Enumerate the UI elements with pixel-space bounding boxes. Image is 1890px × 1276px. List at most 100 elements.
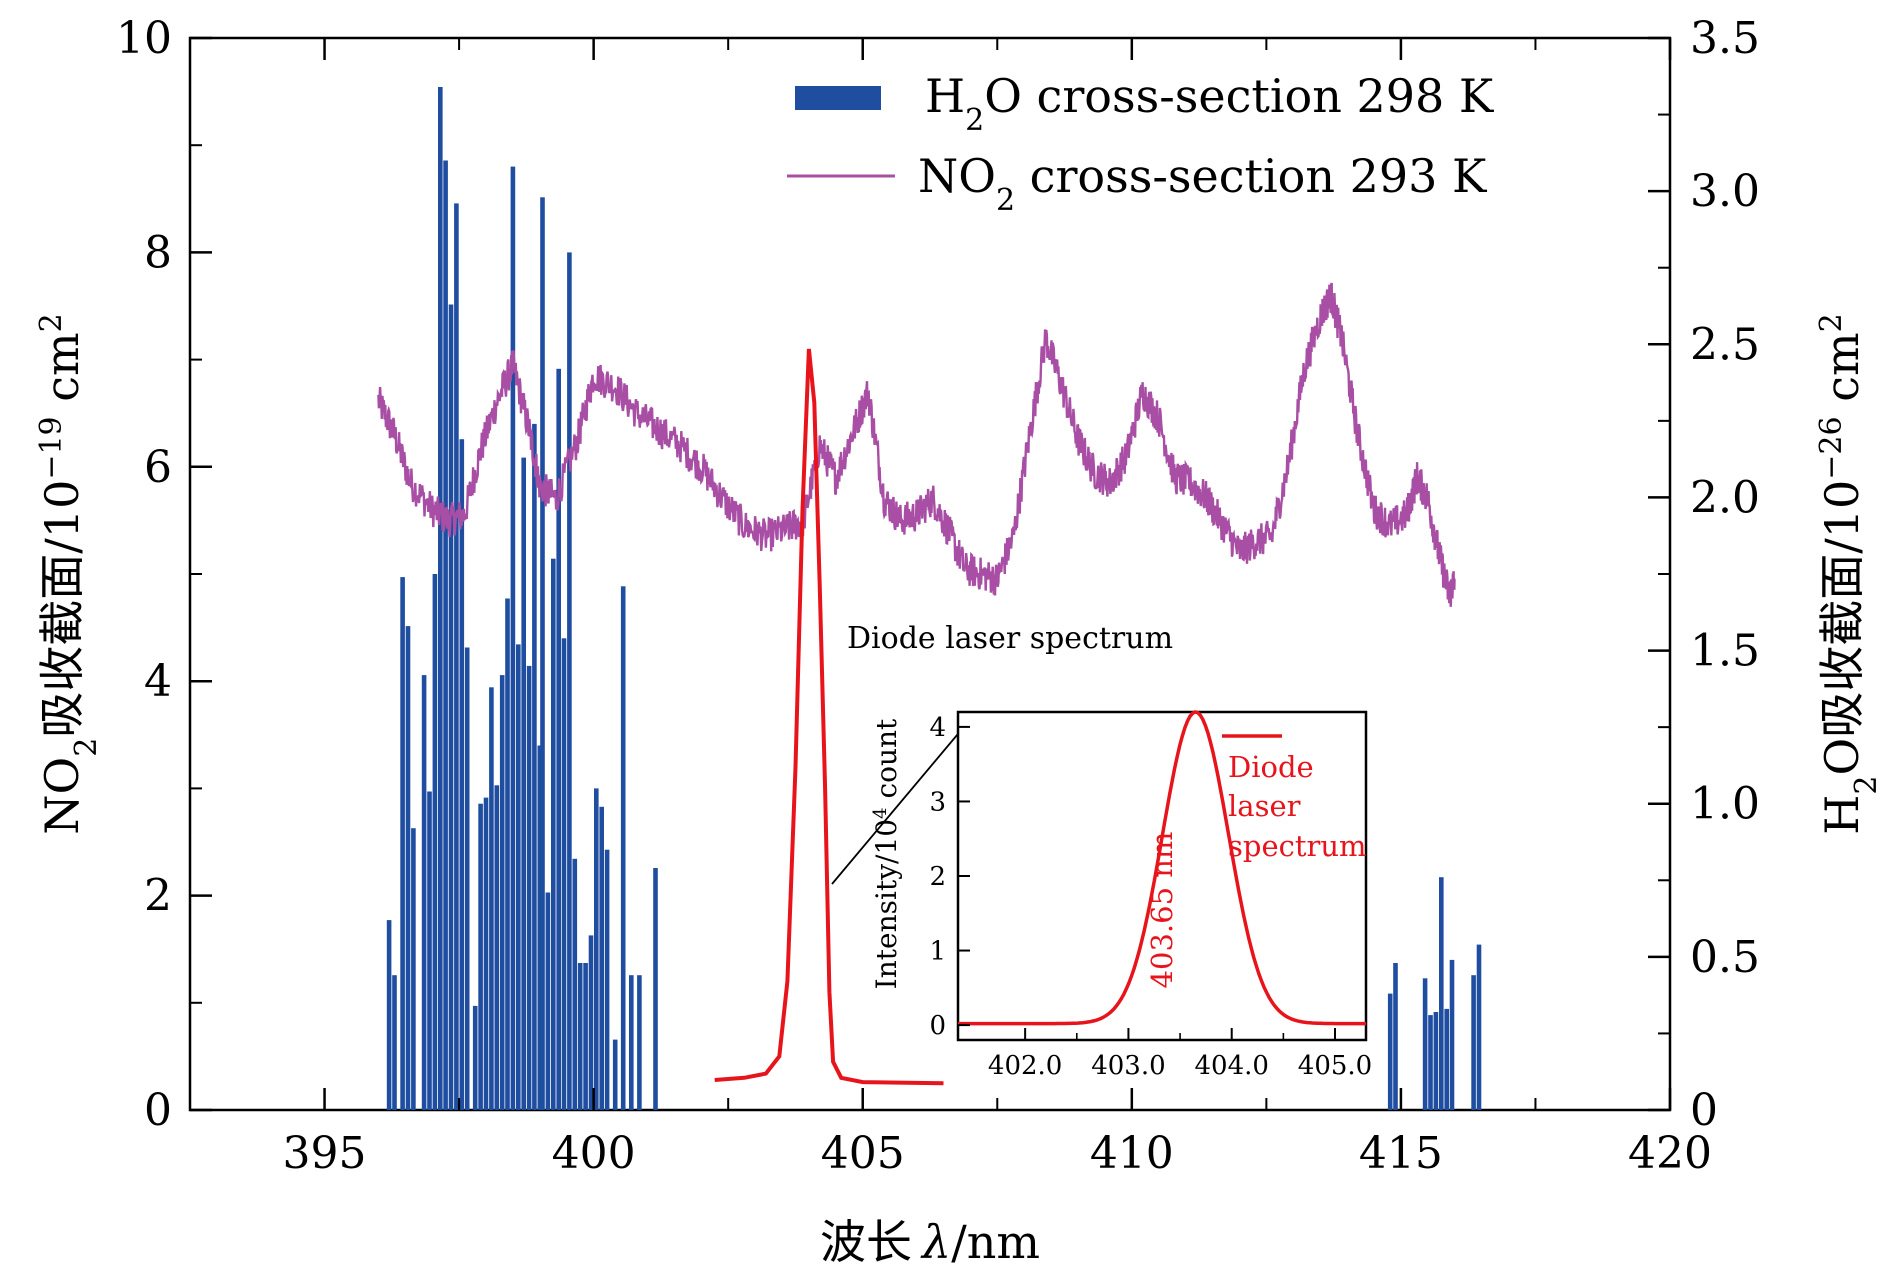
y-left-tick-label-2: 4	[144, 656, 172, 707]
h2o-bars	[386, 87, 1482, 1111]
y-left-tick-label-5: 10	[116, 13, 172, 64]
h2o-bar-12	[459, 439, 465, 1110]
legend-no2-part-2: 2	[996, 183, 1015, 218]
y-right-label-part-1: H	[1815, 795, 1869, 835]
h2o-bar-18	[494, 785, 500, 1110]
h2o-bar-5	[421, 675, 427, 1110]
h2o-bar-35	[583, 963, 588, 1110]
x-tick-label-1: 400	[552, 1128, 636, 1179]
legend-swatch-h2o	[795, 86, 881, 110]
inset-y-axis-label: Intensity/104 count	[870, 718, 904, 989]
y-left-tick-label-3: 6	[144, 442, 172, 493]
inset-ylabel-part-3: count	[870, 718, 903, 808]
y-left-tick-label-0: 0	[144, 1085, 172, 1136]
x-tick-label-2: 405	[821, 1128, 905, 1179]
y-right-label-part-3: O吸收截面/10	[1815, 480, 1869, 776]
h2o-bar-2	[400, 577, 405, 1110]
y-right-tick-label-4: 2.0	[1690, 472, 1760, 523]
inset-x-tick-label-2: 404.0	[1195, 1051, 1269, 1081]
inset-peak-line	[958, 710, 1366, 1026]
y-right-tick-label-3: 1.5	[1690, 626, 1760, 677]
h2o-bar-13	[464, 647, 470, 1110]
h2o-bar-11	[454, 203, 459, 1110]
y-left-label-part-4: −19	[34, 416, 69, 479]
y-left-label-part-1: NO	[35, 757, 89, 835]
y-left-label-part-6: 2	[34, 313, 69, 332]
inset-x-ticks: 402.0 403.0 404.0 405.0	[988, 1028, 1372, 1081]
h2o-bar-23	[521, 457, 526, 1111]
inset-y-tick-label-0: 0	[929, 1011, 946, 1041]
y-right-tick-label-0: 0	[1690, 1085, 1718, 1136]
x-axis-label-unit: /nm	[951, 1215, 1040, 1269]
y-right-axis-label: H2O吸收截面/10−26 cm2	[1814, 313, 1884, 834]
h2o-bar-26	[537, 745, 543, 1110]
h2o-bar-38	[599, 806, 604, 1110]
h2o-bar-51	[1444, 1008, 1449, 1110]
inset-x-tick-label-1: 403.0	[1091, 1051, 1165, 1081]
h2o-bar-16	[483, 797, 489, 1110]
h2o-bar-45	[1387, 993, 1393, 1110]
h2o-bar-3	[405, 626, 411, 1110]
h2o-bar-14	[472, 1005, 478, 1110]
legend-no2-part-1: NO	[918, 149, 996, 203]
y-right-tick-label-5: 2.5	[1690, 319, 1760, 370]
h2o-bar-17	[489, 687, 494, 1110]
inset-peak-label: 403.65 nm	[1145, 832, 1179, 989]
h2o-bar-32	[567, 252, 572, 1110]
inset-y-tick-label-3: 3	[929, 787, 946, 817]
h2o-bar-47	[1422, 978, 1428, 1110]
annotation-leader-line	[831, 715, 974, 885]
inset-legend-line-3: spectrum	[1228, 829, 1367, 863]
diode-annotation: Diode laser spectrum	[847, 621, 1173, 656]
y-right-tick-label-6: 3.0	[1690, 166, 1760, 217]
inset-ylabel-part-2: 4	[870, 807, 891, 818]
h2o-bar-46	[1393, 963, 1398, 1110]
h2o-bar-24	[526, 665, 532, 1110]
h2o-bar-34	[577, 963, 583, 1110]
y-right-tick-label-7: 3.5	[1690, 13, 1760, 64]
legend-label-h2o: H2O cross-section 298 K	[925, 69, 1495, 138]
inset-x-tick-label-3: 405.0	[1298, 1051, 1372, 1081]
inset-y-tick-label-1: 1	[929, 937, 946, 967]
h2o-bar-43	[637, 975, 642, 1110]
x-tick-label-5: 420	[1628, 1128, 1712, 1179]
h2o-bar-31	[561, 638, 567, 1110]
legend: H2O cross-section 298 K NO2 cross-sectio…	[787, 69, 1495, 218]
h2o-bar-15	[478, 803, 483, 1110]
y-left-tick-label-4: 8	[144, 227, 172, 278]
h2o-bar-8	[438, 87, 443, 1110]
h2o-bar-37	[594, 788, 599, 1110]
h2o-bar-19	[499, 675, 505, 1110]
inset-legend-line-1: Diode	[1228, 750, 1314, 784]
h2o-bar-44	[653, 868, 658, 1110]
legend-h2o-part-3: O cross-section 298 K	[984, 69, 1495, 123]
inset-y-ticks: 0 1 2 3 4	[929, 713, 970, 1041]
y-right-label-part-5: cm	[1815, 332, 1869, 416]
h2o-bar-0	[386, 920, 392, 1110]
legend-no2-part-3: cross-section 293 K	[1015, 149, 1488, 203]
h2o-bar-9	[443, 160, 448, 1110]
y-right-tick-label-1: 0.5	[1690, 932, 1760, 983]
h2o-bar-10	[448, 304, 454, 1110]
h2o-bar-20	[505, 598, 510, 1110]
x-axis-label: 波长 λ/nm	[820, 1215, 1040, 1269]
x-tick-label-4: 415	[1359, 1128, 1443, 1179]
inset-legend-line-2: laser	[1228, 789, 1301, 823]
y-left-label-part-2: 2	[69, 738, 104, 757]
inset-frame	[956, 710, 1368, 1042]
inset-ylabel-part-1: Intensity/10	[870, 819, 903, 989]
x-axis-label-symbol: λ	[920, 1215, 951, 1269]
h2o-bar-7	[432, 574, 438, 1110]
y-right-label-part-6: 2	[1814, 313, 1849, 332]
y-left-label-part-5: cm	[35, 332, 89, 416]
x-axis-label-text: 波长	[820, 1215, 912, 1269]
h2o-bar-25	[532, 423, 537, 1110]
y-right-label-part-2: 2	[1849, 775, 1884, 794]
h2o-bar-42	[629, 975, 634, 1110]
h2o-bar-33	[572, 858, 578, 1110]
x-tick-label-3: 410	[1090, 1128, 1174, 1179]
h2o-bar-52	[1449, 959, 1455, 1110]
y-right-axis-ticks: 0 0.5 1.0 1.5 2.0 2.5 3.0 3.5	[1648, 13, 1760, 1136]
